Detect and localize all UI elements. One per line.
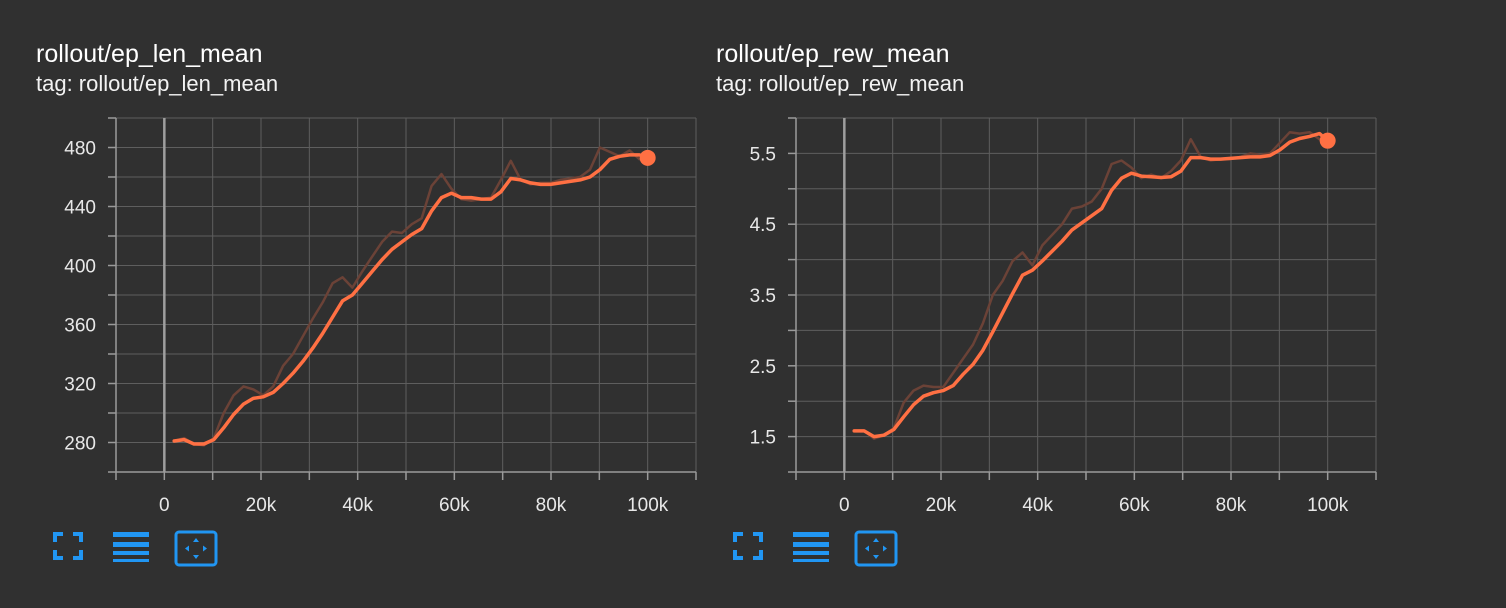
x-tick-label: 20k bbox=[926, 495, 957, 516]
x-tick-label: 0 bbox=[839, 495, 850, 516]
y-tick-label: 400 bbox=[64, 257, 96, 278]
chart-tag-label: tag: rollout/ep_rew_mean bbox=[716, 71, 965, 96]
chart-tag-label: tag: rollout/ep_len_mean bbox=[36, 71, 279, 96]
series-line-raw bbox=[172, 146, 649, 447]
y-tick-label: 3.5 bbox=[750, 286, 776, 307]
x-tick-label: 40k bbox=[342, 495, 373, 516]
x-tick-label: 100k bbox=[1307, 495, 1349, 516]
y-tick-label: 5.5 bbox=[750, 144, 776, 165]
y-tick-label: 440 bbox=[64, 198, 96, 219]
legend-toggle-icon[interactable] bbox=[112, 530, 150, 569]
x-tick-label: 40k bbox=[1022, 495, 1053, 516]
series-line-raw bbox=[852, 130, 1329, 440]
x-tick-label: 60k bbox=[1119, 495, 1150, 516]
series-line-smoothed bbox=[852, 131, 1330, 439]
series-line-smoothed bbox=[172, 153, 650, 446]
y-tick-label: 320 bbox=[64, 375, 96, 396]
x-tick-label: 80k bbox=[1216, 495, 1247, 516]
x-tick-label: 0 bbox=[159, 495, 170, 516]
chart-plot-ep-len-mean[interactable]: 280 320 360 400 440 480 0 20k 40k 60k 80k 100k bbox=[0, 0, 700, 520]
chart-card-ep-len-mean: rollout/ep_len_mean tag: rollout/ep_len_… bbox=[0, 0, 700, 608]
legend-toggle-icon[interactable] bbox=[792, 530, 830, 569]
y-tick-label: 480 bbox=[64, 139, 96, 160]
x-tick-label: 20k bbox=[246, 495, 277, 516]
fit-domain-icon[interactable] bbox=[854, 530, 898, 573]
series-end-point bbox=[1319, 132, 1336, 149]
y-tick-label: 2.5 bbox=[750, 357, 776, 378]
y-tick-label: 4.5 bbox=[750, 215, 776, 236]
chart-card-ep-rew-mean: rollout/ep_rew_mean tag: rollout/ep_rew_… bbox=[680, 0, 1380, 608]
fullscreen-icon[interactable] bbox=[52, 530, 84, 567]
y-tick-label: 280 bbox=[64, 434, 96, 455]
chart-title: rollout/ep_rew_mean bbox=[716, 40, 950, 68]
fit-domain-icon[interactable] bbox=[174, 530, 218, 573]
y-tick-label: 360 bbox=[64, 316, 96, 337]
y-tick-label: 1.5 bbox=[750, 428, 776, 449]
series-end-point bbox=[639, 149, 656, 166]
chart-title: rollout/ep_len_mean bbox=[36, 40, 263, 68]
x-tick-label: 80k bbox=[536, 495, 567, 516]
x-tick-label: 100k bbox=[627, 495, 669, 516]
x-tick-label: 60k bbox=[439, 495, 470, 516]
chart-plot-ep-rew-mean[interactable]: 1.5 2.5 3.5 4.5 5.5 0 20k 40k 60k 80k 100k bbox=[680, 0, 1380, 520]
fullscreen-icon[interactable] bbox=[732, 530, 764, 567]
